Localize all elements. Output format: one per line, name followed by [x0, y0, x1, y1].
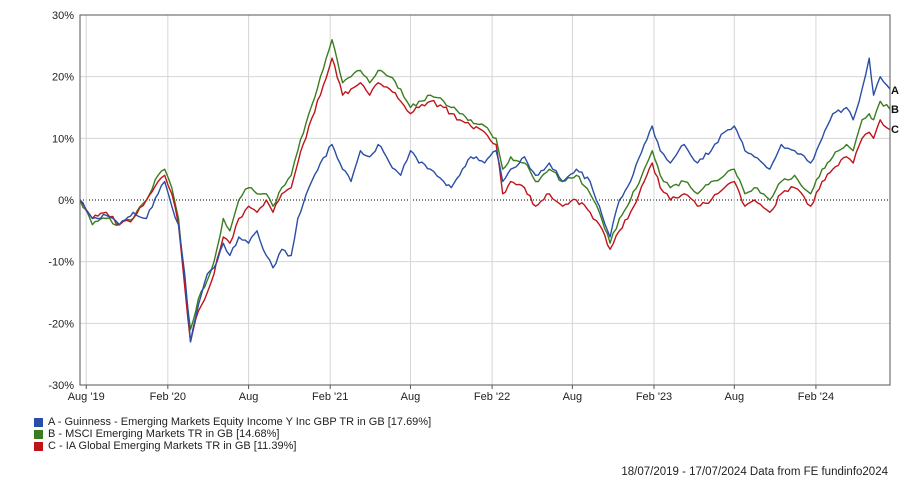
x-tick-label: Aug '19 [68, 391, 105, 403]
x-tick-label: Feb '21 [312, 391, 348, 403]
line-chart: 30%20%10%0%-10%-20%-30% Aug '19 Feb '20 Au… [48, 10, 899, 403]
series-end-labels: ABC [891, 85, 899, 136]
x-tick-label: Feb '20 [150, 391, 186, 403]
y-tick-label: 0% [58, 195, 74, 207]
series-lines [79, 39, 891, 343]
y-tick-label: -30% [48, 380, 74, 392]
plot-frame [79, 14, 891, 386]
legend-swatch-c [34, 441, 43, 451]
y-tick-label: 20% [52, 72, 74, 84]
chart-grid [80, 14, 890, 386]
legend-item-c: C - IA Global Emerging Markets TR in GB … [34, 440, 431, 452]
legend-item-a: A - Guinness - Emerging Markets Equity I… [34, 416, 431, 428]
y-axis: 30% 20% 10% 0% -10% -20% -30% [48, 10, 74, 392]
x-tick-label: Feb '24 [798, 391, 834, 403]
legend-swatch-a [34, 417, 43, 427]
series-line-b [79, 39, 891, 331]
data-source-footer: 18/07/2019 - 17/07/2024 Data from FE fun… [621, 466, 888, 478]
x-tick-label: Feb '23 [636, 391, 672, 403]
x-tick-label: Aug [239, 391, 259, 403]
legend-label-c: C - IA Global Emerging Markets TR in GB … [48, 440, 297, 452]
end-label-b: B [891, 104, 899, 116]
x-tick-label: Feb '22 [474, 391, 510, 403]
legend-swatch-b [34, 429, 43, 439]
x-tick-label: Aug [401, 391, 421, 403]
y-tick-label: 30% [52, 10, 74, 22]
end-label-a: A [891, 85, 899, 97]
y-tick-label: 10% [52, 133, 74, 145]
legend-label-a: A - Guinness - Emerging Markets Equity I… [48, 416, 432, 428]
x-tick-label: Aug [725, 391, 745, 403]
y-tick-label: -10% [48, 257, 74, 269]
legend-item-b: B - MSCI Emerging Markets TR in GB [14.6… [34, 428, 431, 440]
chart-legend: A - Guinness - Emerging Markets Equity I… [34, 416, 431, 452]
x-tick-label: Aug [563, 391, 583, 403]
series-line-a [79, 57, 891, 343]
end-label-c: C [891, 124, 899, 136]
legend-label-b: B - MSCI Emerging Markets TR in GB [14.6… [48, 428, 280, 440]
x-axis: Aug '19 Feb '20 Aug Feb '21 Aug Feb '22 Aug Feb… [68, 385, 834, 403]
y-tick-label: -20% [48, 318, 74, 330]
